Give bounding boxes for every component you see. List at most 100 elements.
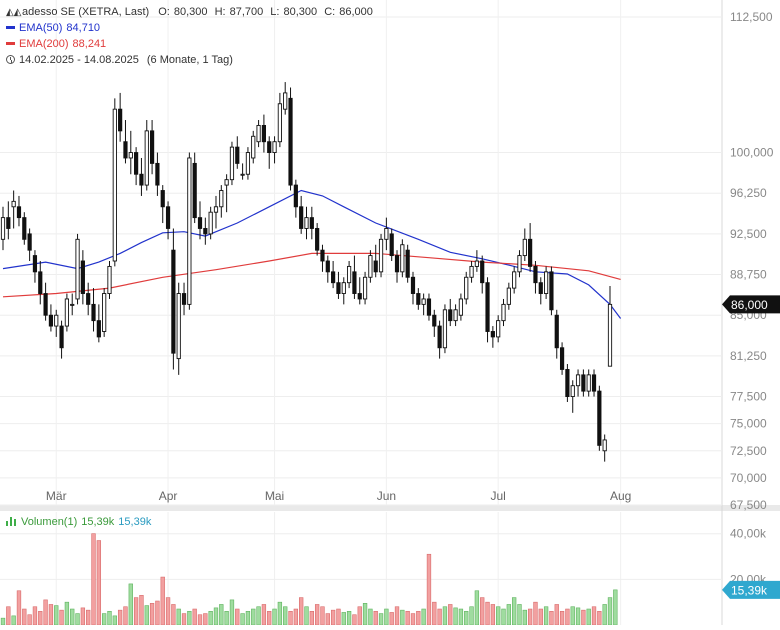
candle-up	[187, 157, 192, 305]
volume-bar-up	[421, 608, 426, 626]
price-tick-label: 92,500	[730, 227, 767, 241]
last-volume-label: 15,39k	[731, 583, 768, 597]
candle-down	[96, 320, 101, 338]
volume-bar-up	[75, 613, 80, 626]
volume-bar-up	[458, 608, 464, 626]
candle-up	[107, 265, 112, 294]
ohlc-close-value: 86,000	[339, 6, 373, 18]
month-label: Jul	[491, 489, 506, 503]
month-label: Jun	[377, 489, 396, 503]
candle-down	[134, 152, 139, 175]
candle-down	[591, 374, 597, 392]
volume-bar-up	[213, 607, 219, 626]
candle-down	[165, 206, 171, 229]
candle-up	[421, 298, 426, 305]
candle-up	[378, 238, 384, 273]
candle-up	[277, 103, 282, 143]
candle-down	[155, 162, 160, 186]
volume-bar-down	[181, 613, 187, 626]
month-label: Mär	[46, 489, 67, 503]
volume-bar-down	[32, 606, 38, 626]
candle-down	[59, 325, 64, 349]
volume-icon	[6, 517, 17, 526]
volume-value-2: 15,39k	[118, 516, 152, 528]
candle-down	[533, 265, 538, 284]
candle-down	[27, 233, 32, 251]
ohlc-high-value: 87,700	[229, 6, 264, 18]
volume-bar-down	[267, 611, 272, 626]
candle-up	[512, 271, 517, 289]
volume-bar-down	[581, 609, 586, 626]
candle-up	[501, 303, 506, 322]
candle-down	[490, 331, 495, 338]
volume-bar-up	[128, 583, 133, 626]
volume-bar-up	[341, 612, 346, 626]
last-volume-badge	[722, 580, 780, 599]
candle-up	[304, 217, 309, 229]
last-price-label: 86,000	[731, 298, 768, 312]
volume-bar-up	[496, 606, 501, 626]
volume-bar-up	[346, 611, 352, 626]
volume-bar-up	[400, 609, 405, 626]
volume-bar-down	[96, 540, 102, 626]
volume-bar-down	[357, 606, 362, 626]
candlestick-icon: ◭◭	[6, 7, 22, 18]
volume-bar-down	[160, 576, 165, 626]
candle-down	[192, 162, 197, 219]
volume-bar-down	[549, 611, 554, 626]
volume-bar-down	[389, 612, 394, 626]
volume-bar-up	[229, 599, 235, 626]
candle-up	[544, 271, 549, 294]
candle-down	[6, 217, 11, 229]
volume-bar-up	[506, 604, 511, 626]
volume-bar-up	[378, 613, 384, 626]
ema200-name: EMA(200)	[19, 38, 69, 50]
volume-bar-down	[405, 611, 410, 626]
ohlc-open-label: O:	[158, 6, 170, 18]
volume-bar-down	[43, 599, 48, 626]
volume-layer	[0, 533, 618, 626]
volume-bar-up	[501, 608, 506, 626]
volume-bar-down	[22, 608, 27, 626]
legend-period-row: 14.02.2025 - 14.08.2025 (6 Monate, 1 Tag)	[6, 53, 237, 67]
ema50-swatch	[6, 25, 15, 29]
axis-layer: 112,500100,00096,25092,50088,75085,00081…	[46, 10, 780, 599]
volume-bar-down	[117, 609, 123, 626]
candle-down	[549, 271, 554, 311]
candle-down	[123, 141, 128, 159]
volume-tick-label: 40,00k	[730, 527, 767, 541]
candle-up	[384, 228, 389, 240]
volume-bar-up	[304, 606, 309, 626]
volume-bar-up	[70, 608, 75, 626]
candle-down	[405, 249, 410, 278]
volume-bar-down	[559, 611, 565, 626]
candle-up	[213, 206, 219, 213]
price-tick-label: 75,000	[730, 417, 767, 431]
volume-bar-up	[362, 603, 368, 626]
candle-up	[283, 92, 288, 110]
candle-up	[575, 374, 581, 387]
candle-up	[602, 439, 607, 452]
period-range: 14.02.2025 - 14.08.2025	[19, 54, 139, 66]
candle-down	[118, 108, 123, 132]
volume-bar-down	[314, 604, 320, 626]
volume-bar-down	[309, 611, 314, 626]
volume-bar-up	[613, 589, 618, 626]
candle-down	[426, 298, 432, 316]
volume-bar-up	[219, 604, 224, 626]
month-label: Aug	[610, 489, 631, 503]
candle-up	[346, 265, 352, 284]
candle-down	[267, 141, 272, 154]
volume-bar-up	[0, 617, 6, 626]
candle-down	[410, 276, 416, 294]
volume-bar-down	[352, 614, 357, 626]
ema200-swatch	[6, 41, 15, 45]
volume-bar-down	[6, 606, 11, 626]
candle-up	[208, 211, 213, 235]
candle-up	[64, 298, 69, 327]
price-tick-label: 112,500	[730, 10, 773, 24]
candle-down	[448, 309, 453, 322]
volume-bar-up	[517, 604, 522, 626]
volume-bar-up	[522, 609, 527, 626]
